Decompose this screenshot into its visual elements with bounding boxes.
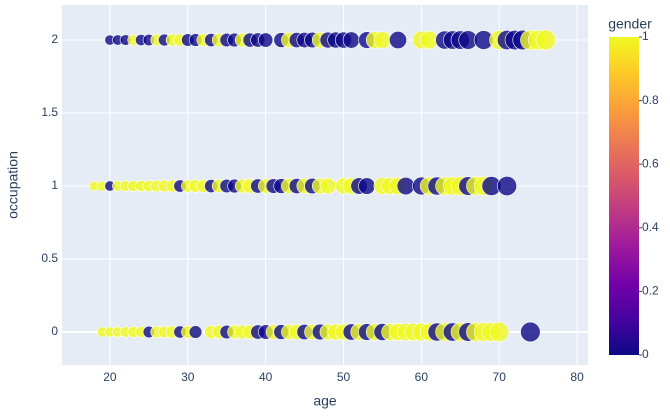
colorbar-tick-label: 0.2 [642, 284, 659, 298]
point [373, 31, 392, 49]
colorbar-title: gender [608, 16, 652, 32]
colorbar-tick-label: 0.8 [642, 93, 659, 107]
point [389, 31, 407, 50]
point [497, 176, 518, 197]
x-tick-label: 20 [103, 370, 117, 384]
colorbar-tick-label: 0 [642, 347, 649, 361]
x-tick-label: 30 [181, 370, 195, 384]
y-tick-label: 0 [51, 324, 58, 338]
colorbar [609, 37, 639, 355]
point [489, 322, 510, 342]
y-tick-label: 1.5 [41, 105, 58, 119]
y-tick-label: 1 [51, 178, 58, 192]
x-axis-title: age [313, 393, 337, 409]
point [535, 29, 557, 51]
point [396, 176, 415, 196]
point [319, 177, 337, 195]
point [358, 177, 376, 195]
markers [89, 29, 557, 343]
colorbar-tick-label: 0.6 [642, 156, 659, 170]
x-tick-label: 60 [415, 370, 429, 384]
x-tick-label: 80 [570, 370, 584, 384]
x-tick-label: 70 [493, 370, 507, 384]
point [342, 31, 360, 49]
point [520, 321, 541, 343]
y-axis-title: occupation [5, 151, 21, 219]
point [258, 32, 274, 48]
colorbar-tick-label: 0.4 [642, 220, 659, 234]
y-tick-label: 2 [51, 32, 58, 46]
x-tick-label: 50 [337, 370, 351, 384]
point [188, 325, 203, 339]
x-tick-label: 40 [259, 370, 273, 384]
y-tick-label: 0.5 [41, 251, 58, 265]
colorbar-tick-label: 1 [642, 29, 649, 43]
